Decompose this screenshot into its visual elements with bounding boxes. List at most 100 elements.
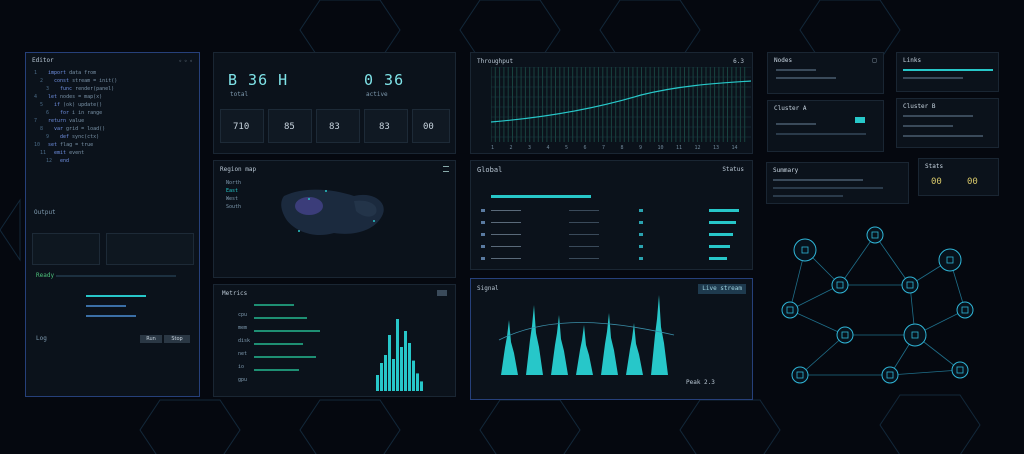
- code-line[interactable]: 9 def sync(ctx): [34, 133, 194, 141]
- metric-row[interactable]: cpu: [238, 301, 358, 318]
- nodes-card[interactable]: Nodes ◻: [767, 52, 884, 94]
- code-line[interactable]: 6 for i in range: [34, 109, 194, 117]
- code-keyword: set: [48, 142, 58, 148]
- code-keyword: def: [60, 134, 70, 140]
- signal-chart[interactable]: [489, 295, 679, 385]
- code-line[interactable]: 1 import data from: [34, 69, 194, 77]
- map-legend-item[interactable]: South: [226, 204, 242, 210]
- kpi-tile-4[interactable]: 83: [364, 109, 408, 143]
- cloud-icon[interactable]: [781, 301, 799, 319]
- network-graph[interactable]: [765, 215, 1015, 395]
- world-map[interactable]: [214, 161, 457, 279]
- gear-icon[interactable]: [793, 238, 817, 262]
- code-line[interactable]: 11 emit event: [34, 149, 194, 157]
- kpi-tile-3[interactable]: 83: [316, 109, 360, 143]
- metric-row[interactable]: io: [238, 353, 358, 370]
- map-legend-item[interactable]: West: [226, 196, 239, 202]
- x-tick-label: 6: [583, 145, 587, 151]
- row-dot: [639, 245, 643, 248]
- metric-row[interactable]: net: [238, 340, 358, 357]
- cart-icon[interactable]: [831, 276, 849, 294]
- node-glyph: [906, 281, 914, 289]
- code-line[interactable]: 10 set flag = true: [34, 141, 194, 149]
- table-row[interactable]: [479, 229, 747, 241]
- progress-strip: [56, 275, 176, 277]
- code-text: stream = init(): [72, 78, 118, 84]
- throughput-header-value: 6.3: [733, 58, 744, 65]
- code-text: i in range: [72, 110, 103, 116]
- global-title: Global: [477, 166, 503, 174]
- summary-card[interactable]: Summary: [766, 162, 909, 204]
- live-stream-badge[interactable]: Live stream: [698, 284, 746, 294]
- chart-icon[interactable]: [956, 301, 974, 319]
- code-line[interactable]: 7 return value: [34, 117, 194, 125]
- metric-row[interactable]: mem: [238, 314, 358, 331]
- metrics-settings-icon[interactable]: [437, 290, 447, 296]
- footer-label: Log: [36, 335, 47, 342]
- metric-bar-mark: [380, 363, 383, 391]
- metric-row[interactable]: gpu: [238, 366, 358, 383]
- throughput-title: Throughput: [477, 58, 514, 65]
- table-row[interactable]: [479, 217, 747, 229]
- user-icon[interactable]: [903, 323, 927, 347]
- row-dot: [639, 209, 643, 212]
- code-line[interactable]: 4 let nodes = map(x): [34, 93, 194, 101]
- user-icon[interactable]: [866, 226, 884, 244]
- x-tick-label: 11: [676, 145, 683, 151]
- stats-card[interactable]: Stats 00 00: [918, 158, 999, 196]
- metric-row[interactable]: disk: [238, 327, 358, 344]
- gear-icon[interactable]: [836, 326, 854, 344]
- link-icon[interactable]: [791, 366, 809, 384]
- cluster-b-card[interactable]: Cluster B: [896, 98, 999, 148]
- cart-icon[interactable]: [951, 361, 969, 379]
- throughput-chart[interactable]: [491, 67, 751, 147]
- network-link: [839, 234, 876, 286]
- x-tick-label: 5: [565, 145, 569, 151]
- code-line[interactable]: 8 var grid = load(): [34, 125, 194, 133]
- x-tick-label: 4: [546, 145, 550, 151]
- row-bar: [709, 221, 736, 224]
- code-line[interactable]: 3 func render(panel): [34, 85, 194, 93]
- code-area[interactable]: 1 import data from 2 const stream = init() 3…: [34, 69, 194, 165]
- kpi-tile-2[interactable]: 85: [268, 109, 312, 143]
- x-tick-label: 10: [657, 145, 664, 151]
- code-keyword: return: [48, 118, 67, 124]
- x-tick-label: 2: [509, 145, 513, 151]
- global-header-right: Status: [722, 166, 744, 173]
- map-legend-item[interactable]: East: [226, 188, 239, 194]
- cluster-a-card[interactable]: Cluster A: [767, 100, 884, 152]
- map-title: Region map: [220, 166, 257, 173]
- map-legend-item[interactable]: North: [226, 180, 242, 186]
- row-field: [569, 246, 599, 247]
- stop-button[interactable]: Stop: [164, 335, 190, 343]
- row-field: [491, 246, 521, 247]
- code-line[interactable]: 12 end: [34, 157, 194, 165]
- code-keyword: end: [60, 158, 70, 164]
- lock-icon[interactable]: [881, 366, 899, 384]
- lock-icon[interactable]: [938, 248, 962, 272]
- map-menu-icon[interactable]: [443, 166, 449, 172]
- nodes-close-icon[interactable]: ◻: [872, 57, 877, 64]
- code-keyword: var: [54, 126, 64, 132]
- link-icon[interactable]: [901, 276, 919, 294]
- code-line[interactable]: 2 const stream = init(): [34, 77, 194, 85]
- global-table: [479, 205, 747, 265]
- code-line[interactable]: 5 if (ok) update(): [34, 101, 194, 109]
- global-table-panel: Global Status: [470, 160, 753, 270]
- row-field: [569, 258, 599, 259]
- editor-window-controls[interactable]: ◦ ◦ ◦: [178, 58, 193, 65]
- table-row[interactable]: [479, 205, 747, 217]
- signal-title: Signal: [477, 285, 499, 292]
- kpi-tile-5[interactable]: 00: [412, 109, 450, 143]
- run-button[interactable]: Run: [140, 335, 162, 343]
- table-row[interactable]: [479, 253, 747, 265]
- links-card[interactable]: Links: [896, 52, 999, 92]
- signal-area: [489, 295, 679, 375]
- throughput-line: [491, 80, 751, 123]
- kpi-tile-1[interactable]: 710: [220, 109, 264, 143]
- row-icon: [481, 257, 485, 260]
- table-row[interactable]: [479, 241, 747, 253]
- code-text: grid = load(): [66, 126, 106, 132]
- row-icon: [481, 209, 485, 212]
- code-text: nodes = map(x): [60, 94, 103, 100]
